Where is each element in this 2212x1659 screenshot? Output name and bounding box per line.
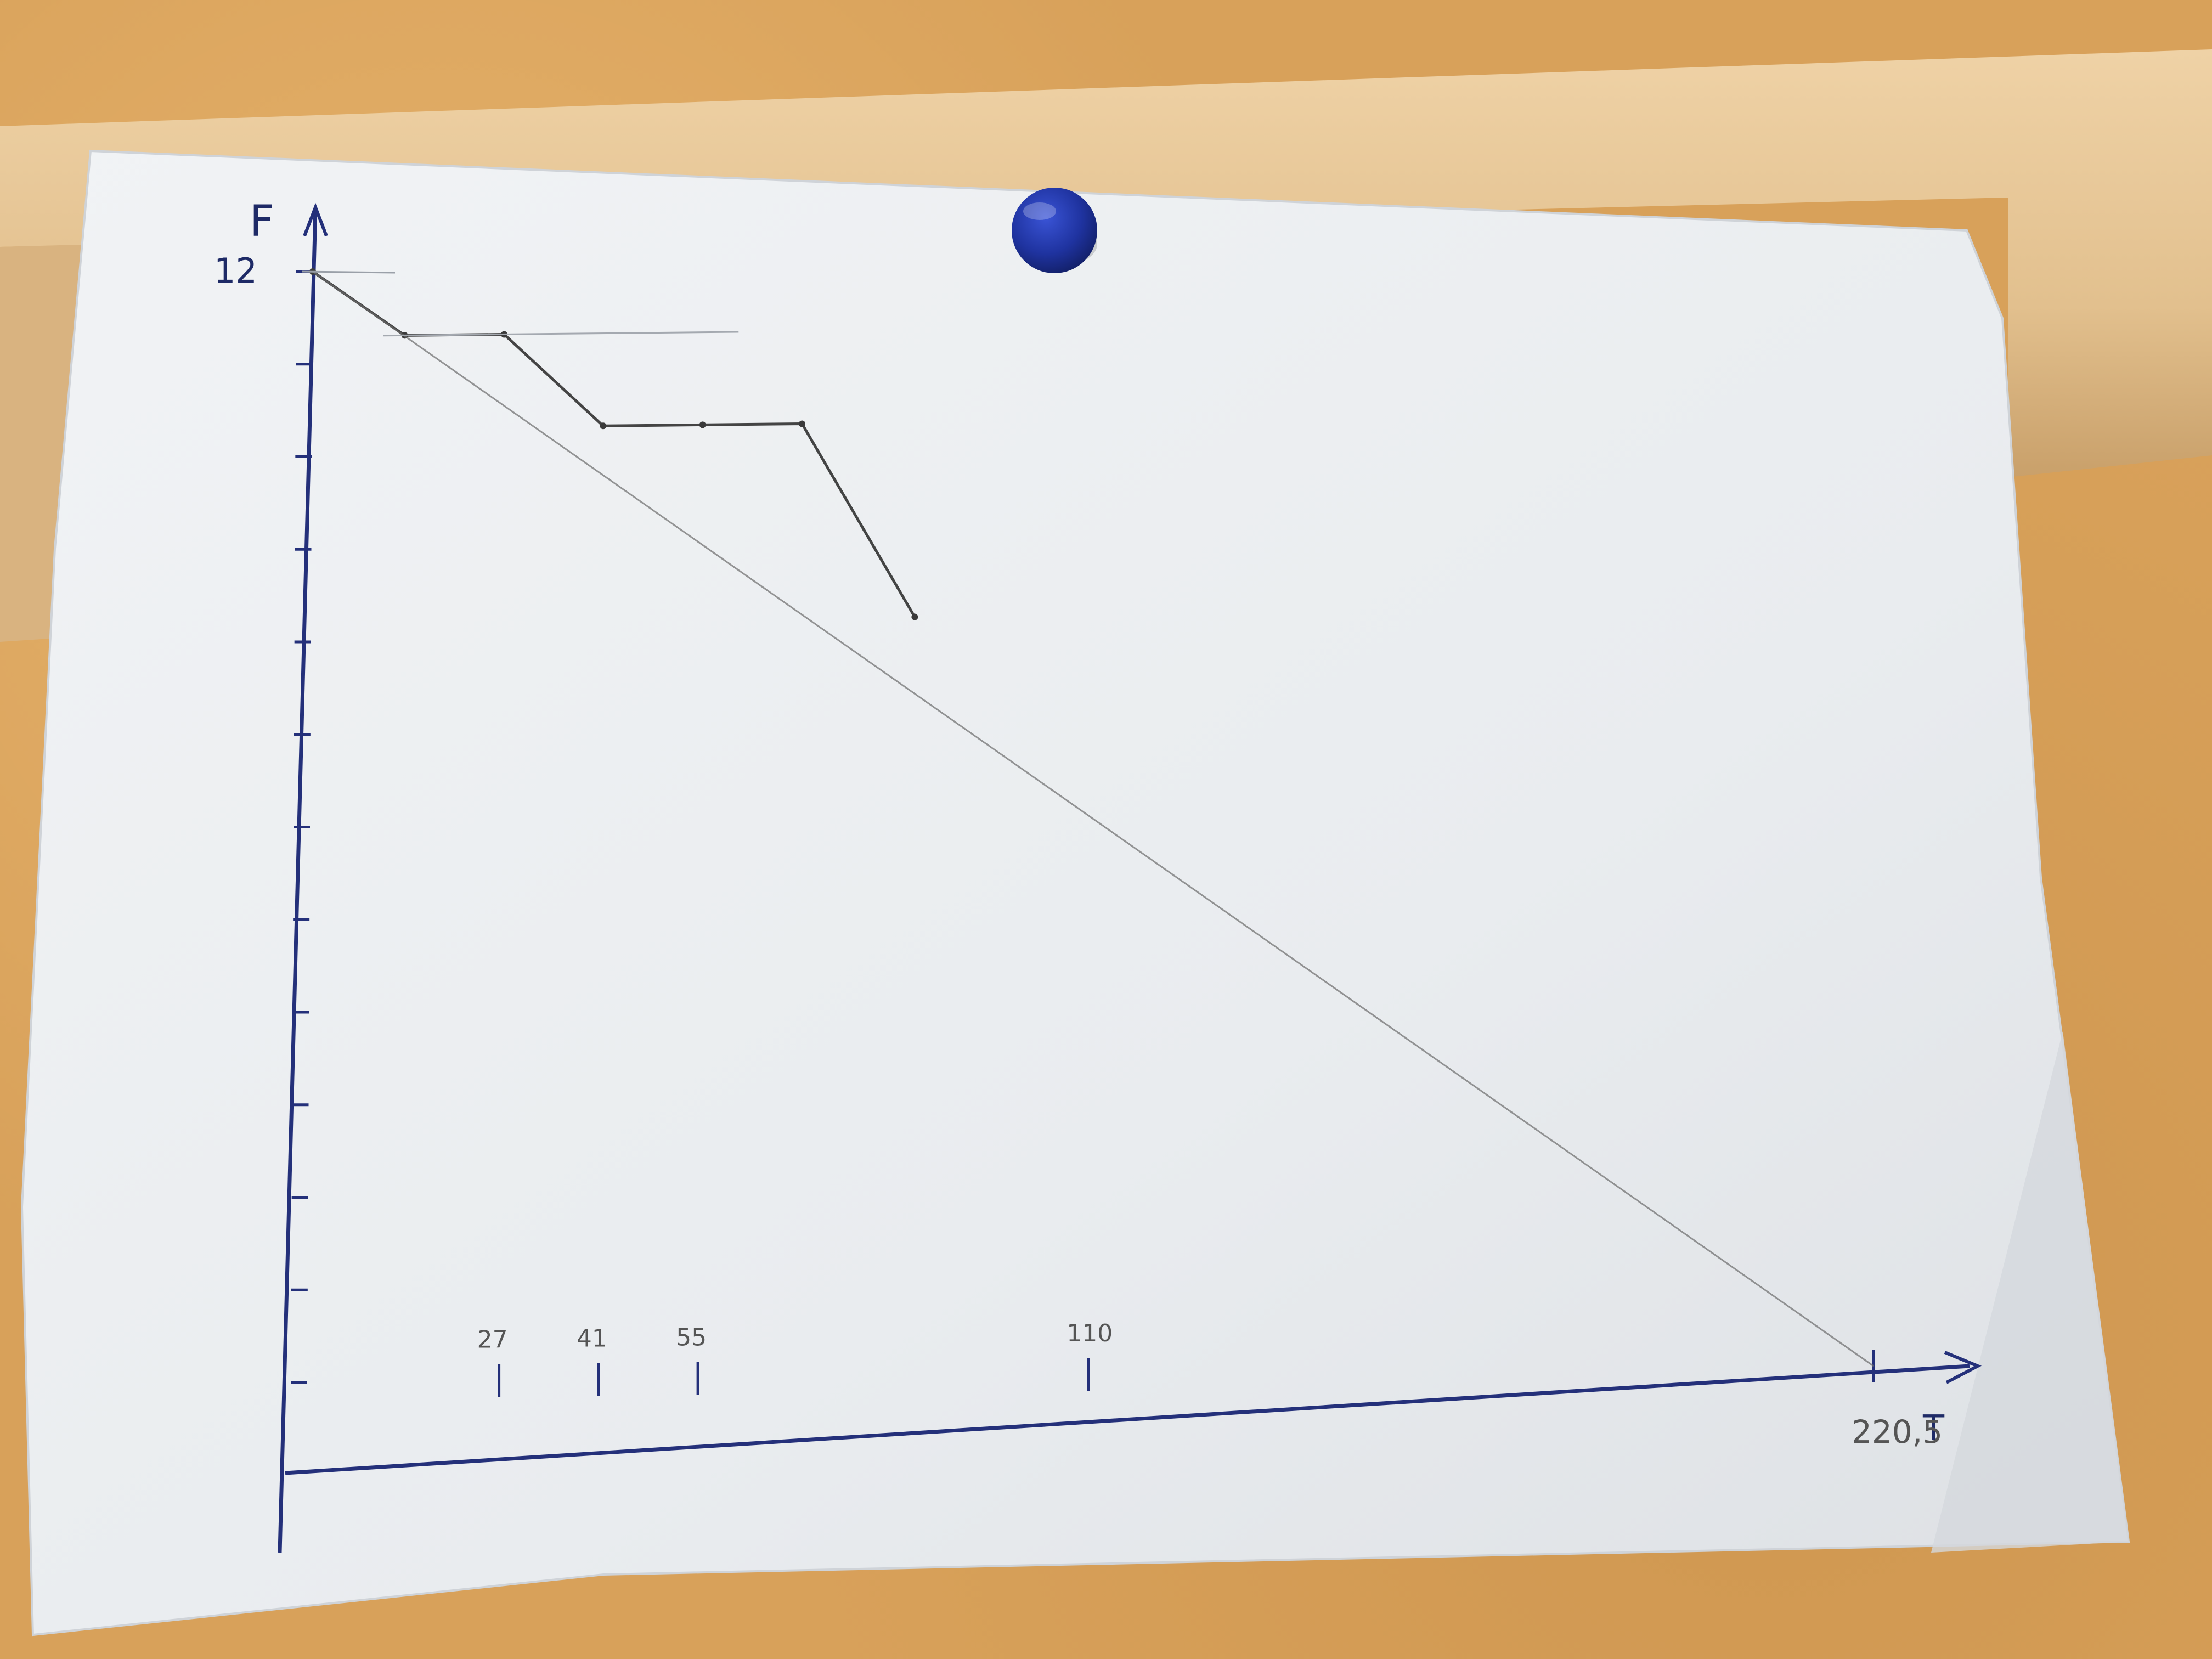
y-axis	[278, 208, 318, 1553]
x-axis	[285, 1364, 1970, 1475]
y-axis-ticks	[291, 270, 313, 1384]
y-axis-arrowhead	[303, 202, 328, 237]
x-axis-arrowhead	[1944, 1351, 1982, 1384]
x-tick-label: 41	[577, 1324, 607, 1352]
blue-pushpin	[1012, 188, 1097, 273]
wooden-rail	[0, 49, 2212, 477]
series-point	[911, 613, 918, 620]
series-point	[798, 420, 805, 427]
x-tick-label: 27	[477, 1325, 508, 1353]
paper-fold-shadow	[1931, 1031, 2129, 1553]
x-tick-label: 220,5	[1852, 1413, 1943, 1451]
y-axis-label: F	[250, 197, 274, 246]
chart-series	[309, 268, 1874, 1367]
guide-line	[383, 331, 739, 337]
hand-drawn-chart: F T 27 41 55 110 220,5 12	[214, 197, 1982, 1553]
series-point	[600, 422, 607, 430]
reference-line-12	[301, 270, 396, 274]
pushpin-highlight	[1023, 202, 1056, 220]
x-tick-label: 55	[676, 1324, 707, 1352]
series-point	[699, 421, 706, 428]
y-tick-label: 12	[214, 251, 257, 291]
tick-labels: 27 41 55 110 220,5 12	[214, 251, 1943, 1451]
x-tick-label: 110	[1066, 1319, 1113, 1347]
x-axis-label: T	[1922, 1408, 1945, 1449]
series-line-straight	[312, 270, 1874, 1367]
paper-sheet	[20, 149, 2130, 1637]
